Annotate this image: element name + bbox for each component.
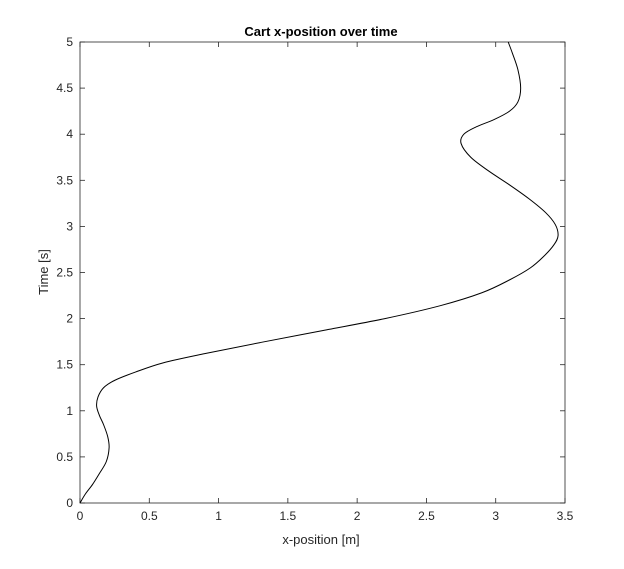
- y-tick-label: 0.5: [56, 450, 73, 464]
- x-tick-label: 1.5: [280, 509, 297, 523]
- x-axis-label: x-position [m]: [282, 532, 359, 547]
- y-tick-label: 4.5: [56, 81, 73, 95]
- y-tick-label: 2.5: [56, 266, 73, 280]
- y-axis-label: Time [s]: [36, 249, 51, 295]
- x-tick-label: 0.5: [141, 509, 158, 523]
- y-tick-label: 3.5: [56, 173, 73, 187]
- x-tick-label: 2.5: [418, 509, 435, 523]
- y-tick-label: 0: [66, 496, 73, 510]
- y-tick-label: 1: [66, 404, 73, 418]
- x-tick-label: 0: [77, 509, 84, 523]
- plot-area-box: [79, 41, 566, 504]
- y-tick-label: 5: [66, 35, 73, 49]
- chart-title: Cart x-position over time: [244, 24, 397, 39]
- series-line: [79, 41, 559, 504]
- x-tick-label: 3.5: [557, 509, 574, 523]
- y-tick-label: 3: [66, 219, 73, 233]
- x-tick-label: 3: [492, 509, 499, 523]
- x-tick-label: 1: [215, 509, 222, 523]
- x-tick-label: 2: [354, 509, 361, 523]
- y-tick-label: 4: [66, 127, 73, 141]
- y-tick-label: 2: [66, 312, 73, 326]
- y-tick-label: 1.5: [56, 358, 73, 372]
